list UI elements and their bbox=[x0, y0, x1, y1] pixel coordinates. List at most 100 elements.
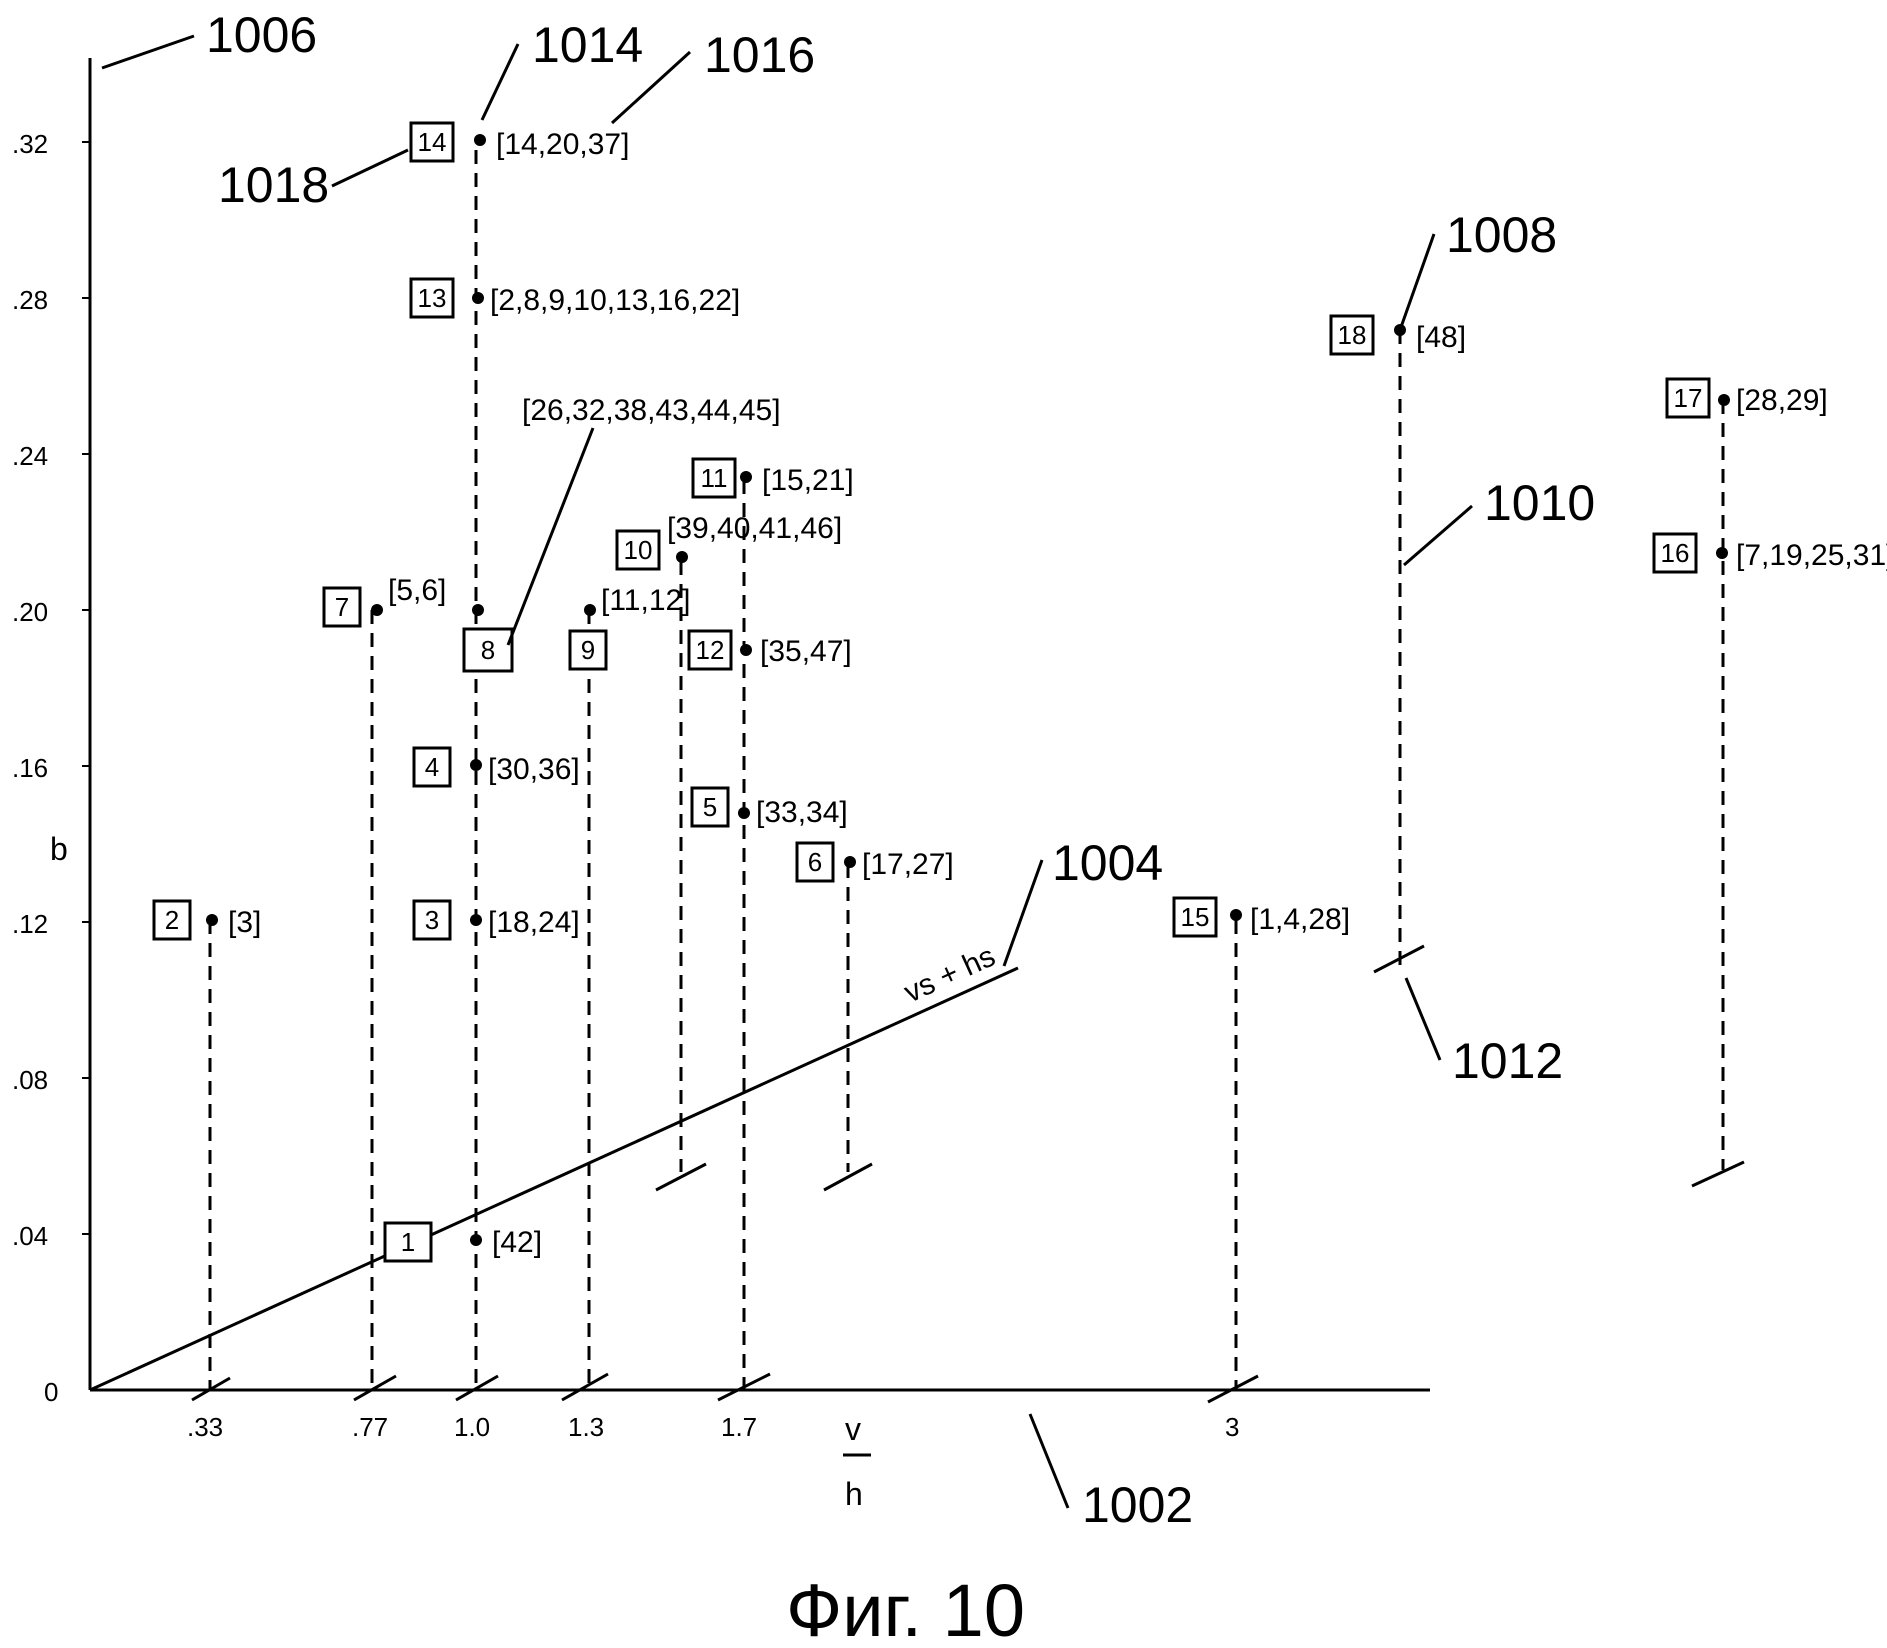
x-tick-labels: .33 .77 1.0 1.3 1.7 3 bbox=[187, 1412, 1239, 1442]
drop-line-end bbox=[1692, 1162, 1744, 1186]
point-label: [26,32,38,43,44,45] bbox=[522, 394, 781, 427]
point-label: [33,34] bbox=[756, 796, 848, 829]
point-number: 5 bbox=[703, 792, 717, 822]
leader-1010 bbox=[1404, 506, 1472, 565]
ref-label-1018: 1018 bbox=[218, 157, 329, 213]
point-number: 8 bbox=[481, 635, 495, 665]
y-tick-labels: 0 .04 .08 .12 .16 .20 .24 .28 .32 bbox=[12, 129, 58, 1407]
data-point bbox=[1718, 394, 1730, 406]
point-number: 14 bbox=[418, 127, 447, 157]
point-label: [42] bbox=[492, 1226, 542, 1259]
y-tick-label: 0 bbox=[44, 1377, 58, 1407]
x-tick-label: 1.0 bbox=[454, 1412, 490, 1442]
leader-1008 bbox=[1400, 234, 1434, 330]
y-tick-label: .08 bbox=[12, 1065, 48, 1095]
point-number: 13 bbox=[418, 283, 447, 313]
point-label: [30,36] bbox=[488, 753, 580, 786]
point-label: [2,8,9,10,13,16,22] bbox=[490, 284, 740, 317]
x-tick-label: .33 bbox=[187, 1412, 223, 1442]
x-axis-title-top: v bbox=[845, 1411, 861, 1447]
data-point bbox=[740, 644, 752, 656]
point-label: [5,6] bbox=[388, 574, 446, 607]
data-point bbox=[474, 134, 486, 146]
y-tick-label: .20 bbox=[12, 597, 48, 627]
ref-label-1010: 1010 bbox=[1484, 475, 1595, 531]
leader-1002 bbox=[1030, 1414, 1068, 1508]
leader-1004 bbox=[1004, 860, 1042, 966]
drop-line-end bbox=[354, 1376, 396, 1400]
ref-label-1006: 1006 bbox=[206, 7, 317, 63]
point-label: [1,4,28] bbox=[1250, 903, 1350, 936]
point-number: 11 bbox=[701, 463, 728, 493]
point-label: [28,29] bbox=[1736, 384, 1828, 417]
leader-1016 bbox=[482, 44, 518, 120]
ref-label-1002: 1002 bbox=[1082, 1477, 1193, 1533]
data-point bbox=[844, 856, 856, 868]
data-point bbox=[206, 914, 218, 926]
point-number: 1 bbox=[401, 1227, 415, 1257]
point-number: 16 bbox=[1661, 538, 1690, 568]
y-tick-label: .04 bbox=[12, 1221, 48, 1251]
point-number: 2 bbox=[165, 905, 179, 935]
data-point bbox=[1716, 547, 1728, 559]
point-number: 6 bbox=[808, 847, 822, 877]
y-tick-label: .12 bbox=[12, 909, 48, 939]
y-tick-label: .28 bbox=[12, 285, 48, 315]
point-label: [18,24] bbox=[488, 906, 580, 939]
y-tick-label: .32 bbox=[12, 129, 48, 159]
point-label: [17,27] bbox=[862, 848, 954, 881]
leader-point-8 bbox=[508, 428, 593, 645]
point-label: [35,47] bbox=[760, 635, 852, 668]
x-tick-label: 1.7 bbox=[721, 1412, 757, 1442]
data-point bbox=[1230, 909, 1242, 921]
data-point bbox=[738, 807, 750, 819]
data-point bbox=[472, 604, 484, 616]
point-label: [39,40,41,46] bbox=[667, 512, 842, 545]
data-point bbox=[472, 292, 484, 304]
data-point bbox=[470, 1234, 482, 1246]
data-point bbox=[584, 604, 596, 616]
point-number: 4 bbox=[425, 752, 439, 782]
point-label: [3] bbox=[228, 906, 261, 939]
point-number: 15 bbox=[1181, 902, 1210, 932]
data-point bbox=[470, 759, 482, 771]
ref-label-1016: 1014 bbox=[532, 17, 643, 73]
point-number: 7 bbox=[335, 592, 349, 622]
leader-1018 bbox=[332, 150, 408, 186]
point-number: 10 bbox=[624, 535, 653, 565]
point-number: 12 bbox=[696, 635, 725, 665]
point-label: [15,21] bbox=[762, 464, 854, 497]
point-number: 18 bbox=[1338, 320, 1367, 350]
data-point bbox=[371, 604, 383, 616]
point-number: 9 bbox=[581, 635, 595, 665]
point-number: 17 bbox=[1674, 383, 1703, 413]
data-point bbox=[470, 914, 482, 926]
ref-label-1008: 1008 bbox=[1446, 207, 1557, 263]
data-point bbox=[740, 471, 752, 483]
drop-line-end bbox=[1374, 946, 1424, 972]
x-axis-title-bottom: h bbox=[845, 1476, 863, 1512]
drop-line-end bbox=[562, 1374, 608, 1400]
trend-line bbox=[90, 968, 1018, 1390]
y-axis-top-leader bbox=[102, 36, 194, 68]
point-number: 3 bbox=[425, 905, 439, 935]
data-points: 1 [42] 2 [3] 3 [18,24] 4 [30,36] 5 [33,34] 6 [17,27… bbox=[154, 123, 1887, 1261]
y-tick-label: .24 bbox=[12, 441, 48, 471]
point-label: [7,19,25,31] bbox=[1736, 539, 1887, 572]
point-label: [48] bbox=[1416, 321, 1466, 354]
ref-label-1012: 1012 bbox=[1452, 1033, 1563, 1089]
x-tick-label: 3 bbox=[1225, 1412, 1239, 1442]
point-label: [11,12] bbox=[601, 584, 691, 617]
ref-label-1014: 1016 bbox=[704, 27, 815, 83]
y-axis-title: b bbox=[50, 831, 68, 867]
data-point bbox=[676, 551, 688, 563]
ref-label-1004: 1004 bbox=[1052, 835, 1163, 891]
figure-caption: Фиг. 10 bbox=[786, 1569, 1025, 1643]
leader-1012 bbox=[1406, 978, 1440, 1060]
point-label: [14,20,37] bbox=[496, 128, 629, 161]
x-tick-label: 1.3 bbox=[568, 1412, 604, 1442]
x-tick-label: .77 bbox=[352, 1412, 388, 1442]
y-tick-label: .16 bbox=[12, 753, 48, 783]
